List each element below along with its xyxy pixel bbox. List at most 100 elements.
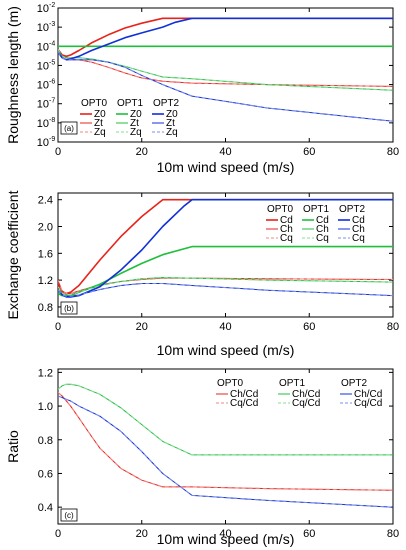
x-tick-label: 60 bbox=[303, 528, 315, 540]
legend-item-label: Z0 bbox=[166, 109, 178, 120]
series-line-opt2-zt bbox=[58, 51, 393, 122]
y-tick-label: 0.8 bbox=[38, 302, 53, 314]
series-line-opt0-z0 bbox=[58, 17, 393, 58]
legend-item-label: Z0 bbox=[130, 109, 142, 120]
x-tick-label: 0 bbox=[55, 146, 61, 158]
legend-item-label: Cd bbox=[316, 215, 329, 226]
series-line-opt2-ch-cd bbox=[58, 395, 393, 508]
panel-label-box bbox=[60, 301, 78, 315]
series-line-opt2-z0 bbox=[58, 17, 393, 61]
y-axis-label: Exchange coefficient bbox=[5, 190, 21, 319]
y-tick-exponent: -2 bbox=[49, 2, 55, 9]
y-tick-label: 10 bbox=[37, 41, 49, 53]
y-tick-label: 10 bbox=[37, 99, 49, 111]
panel-label-box bbox=[60, 121, 78, 135]
y-tick-exponent: -4 bbox=[49, 40, 55, 47]
legend-item-label: Zt bbox=[166, 118, 175, 129]
x-tick-label: 20 bbox=[136, 146, 148, 158]
legend-item-label: Cq bbox=[352, 233, 365, 244]
legend-group-title: OPT1 bbox=[117, 98, 144, 109]
legend-item-label: Cq/Cd bbox=[230, 398, 258, 409]
series-line-opt2-cd bbox=[58, 198, 393, 298]
legend-item-label: Cd bbox=[280, 215, 293, 226]
series-line-opt2-cq-dashed bbox=[58, 283, 393, 297]
legend: OPT0Ch/CdCq/CdOPT1Ch/CdCq/CdOPT2Ch/CdCq/… bbox=[216, 378, 382, 409]
y-tick-label: 0.4 bbox=[38, 502, 53, 514]
legend-item-label: Ch/Cd bbox=[292, 389, 320, 400]
series-layer bbox=[58, 17, 393, 122]
x-tick-label: 60 bbox=[303, 146, 315, 158]
series-line-opt2-ch bbox=[58, 283, 393, 297]
legend-item-label: Cq bbox=[280, 233, 293, 244]
y-tick-label: 1.0 bbox=[38, 401, 53, 413]
legend-item-label: Zq bbox=[130, 127, 142, 138]
legend-group-title: OPT2 bbox=[153, 98, 180, 109]
series-line-opt0-zq-dashed bbox=[58, 50, 393, 87]
series-line-opt1-cq-cd-dashed bbox=[58, 383, 393, 456]
y-axis-label: Ratio bbox=[5, 430, 21, 463]
x-tick-label: 20 bbox=[136, 321, 148, 333]
legend-item-label: Cq/Cd bbox=[354, 398, 382, 409]
x-tick-label: 0 bbox=[55, 321, 61, 333]
legend-item-label: Ch bbox=[316, 224, 329, 235]
x-axis-label: 10m wind speed (m/s) bbox=[157, 159, 295, 175]
series-line-opt1-cd bbox=[58, 245, 393, 297]
legend-group-title: OPT0 bbox=[267, 204, 294, 215]
series-line-opt0-cq-cd-dashed bbox=[58, 392, 393, 491]
series-line-opt1-zq-dashed bbox=[58, 49, 393, 91]
legend-item-label: Zt bbox=[94, 118, 103, 129]
x-tick-label: 40 bbox=[219, 146, 231, 158]
panel-label: (a) bbox=[64, 124, 74, 133]
y-tick-exponent: -8 bbox=[49, 117, 55, 124]
y-tick-label: 0.8 bbox=[38, 435, 53, 447]
y-tick-exponent: -6 bbox=[49, 79, 55, 86]
y-tick-exponent: -9 bbox=[49, 136, 55, 143]
legend-group-title: OPT1 bbox=[303, 204, 330, 215]
series-line-opt2-cq-cd-dashed bbox=[58, 395, 393, 508]
series-line-opt1-ch-cd bbox=[58, 383, 393, 456]
panel-b: 0 20 40 60 800.81.21.62.02.4OPT0CdChCqOPT1Cd… bbox=[5, 190, 399, 358]
legend-item-label: Ch/Cd bbox=[354, 389, 382, 400]
y-tick-label: 10 bbox=[37, 137, 49, 149]
legend-group-title: OPT2 bbox=[339, 204, 366, 215]
legend-group-title: OPT1 bbox=[279, 378, 306, 389]
legend-item-label: Zt bbox=[130, 118, 139, 129]
y-tick-label: 10 bbox=[37, 80, 49, 92]
y-tick-label: 10 bbox=[37, 22, 49, 34]
y-axis-label: Roughness length (m) bbox=[5, 6, 21, 144]
legend-group-title: OPT0 bbox=[217, 378, 244, 389]
y-tick-label: 10 bbox=[37, 3, 49, 15]
legend-item-label: Cq/Cd bbox=[292, 398, 320, 409]
legend-item-label: Ch bbox=[280, 224, 293, 235]
x-tick-label: 60 bbox=[303, 321, 315, 333]
x-tick-label: 80 bbox=[387, 321, 399, 333]
x-tick-label: 40 bbox=[219, 321, 231, 333]
legend-item-label: Cq bbox=[316, 233, 329, 244]
legend-item-label: Ch/Cd bbox=[230, 389, 258, 400]
series-layer bbox=[58, 383, 393, 508]
legend-item-label: Z0 bbox=[94, 109, 106, 120]
plot-frame bbox=[57, 7, 394, 143]
panel-label: (b) bbox=[64, 304, 74, 313]
y-tick-label: 2.4 bbox=[38, 195, 53, 207]
legend-item-label: Zq bbox=[94, 127, 106, 138]
y-tick-label: 1.6 bbox=[38, 248, 53, 260]
series-line-opt0-ch-cd bbox=[58, 392, 393, 491]
y-tick-label: 1.2 bbox=[38, 367, 53, 379]
x-tick-label: 80 bbox=[387, 528, 399, 540]
x-tick-label: 0 bbox=[55, 528, 61, 540]
legend-item-label: Ch bbox=[352, 224, 365, 235]
x-axis-label: 10m wind speed (m/s) bbox=[157, 531, 295, 547]
y-tick-exponent: -5 bbox=[49, 59, 55, 66]
x-tick-label: 40 bbox=[219, 528, 231, 540]
y-tick-label: 1.2 bbox=[38, 275, 53, 287]
panel-label-box bbox=[60, 508, 78, 522]
x-axis-label: 10m wind speed (m/s) bbox=[157, 342, 295, 358]
series-line-opt1-cq-dashed bbox=[58, 277, 393, 296]
legend-item-label: Cd bbox=[352, 215, 365, 226]
legend-group-title: OPT2 bbox=[341, 378, 368, 389]
y-tick-label: 10 bbox=[37, 60, 49, 72]
